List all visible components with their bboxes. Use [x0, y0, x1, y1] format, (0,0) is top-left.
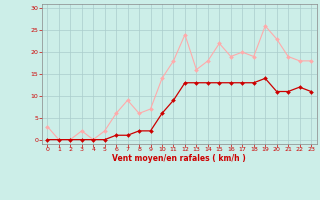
X-axis label: Vent moyen/en rafales ( km/h ): Vent moyen/en rafales ( km/h ) [112, 154, 246, 163]
